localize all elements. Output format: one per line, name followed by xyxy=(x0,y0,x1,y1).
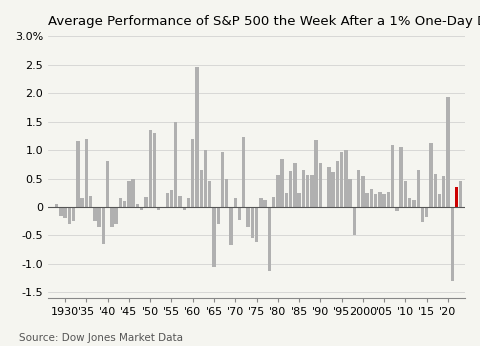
Bar xyxy=(310,174,313,207)
Bar xyxy=(225,179,228,207)
Bar xyxy=(127,181,131,207)
Bar xyxy=(446,97,450,207)
Bar xyxy=(182,207,186,210)
Bar xyxy=(191,139,194,207)
Bar xyxy=(293,163,297,207)
Bar xyxy=(306,175,309,207)
Bar xyxy=(68,207,71,224)
Bar xyxy=(298,193,301,207)
Bar xyxy=(216,207,220,224)
Bar xyxy=(404,181,407,207)
Bar xyxy=(289,171,292,207)
Bar xyxy=(442,176,445,207)
Text: Source: Dow Jones Market Data: Source: Dow Jones Market Data xyxy=(19,333,183,343)
Bar xyxy=(136,204,139,207)
Bar xyxy=(166,193,169,207)
Bar xyxy=(234,199,237,207)
Bar xyxy=(451,207,454,281)
Bar xyxy=(361,176,365,207)
Bar xyxy=(383,194,386,207)
Bar xyxy=(242,137,245,207)
Bar xyxy=(84,139,88,207)
Bar xyxy=(438,194,441,207)
Bar xyxy=(59,207,62,216)
Bar xyxy=(357,170,360,207)
Bar xyxy=(374,194,377,207)
Bar xyxy=(170,190,173,207)
Bar xyxy=(157,207,160,210)
Bar xyxy=(378,192,382,207)
Bar xyxy=(323,207,326,208)
Bar xyxy=(114,207,118,224)
Bar xyxy=(212,207,216,267)
Bar xyxy=(178,195,182,207)
Bar xyxy=(459,181,462,207)
Bar xyxy=(106,162,109,207)
Bar xyxy=(353,207,356,236)
Bar xyxy=(119,199,122,207)
Bar xyxy=(365,193,369,207)
Bar xyxy=(110,207,114,227)
Bar xyxy=(314,140,318,207)
Bar xyxy=(238,207,241,219)
Bar xyxy=(76,142,80,207)
Bar xyxy=(174,121,178,207)
Bar xyxy=(208,181,212,207)
Bar xyxy=(132,179,135,207)
Bar xyxy=(251,207,254,238)
Bar xyxy=(421,207,424,222)
Bar xyxy=(391,145,395,207)
Bar xyxy=(255,207,258,242)
Bar xyxy=(370,189,373,207)
Bar xyxy=(395,207,398,211)
Bar xyxy=(246,207,250,227)
Bar xyxy=(348,179,352,207)
Bar xyxy=(200,170,203,207)
Bar xyxy=(285,193,288,207)
Bar xyxy=(229,207,233,245)
Bar xyxy=(161,207,165,208)
Bar xyxy=(268,207,271,271)
Bar xyxy=(429,143,432,207)
Bar xyxy=(81,199,84,207)
Bar xyxy=(93,207,96,221)
Bar xyxy=(327,167,331,207)
Bar xyxy=(336,162,339,207)
Bar xyxy=(144,197,148,207)
Bar xyxy=(221,152,224,207)
Bar xyxy=(272,197,275,207)
Bar xyxy=(63,207,67,218)
Bar xyxy=(123,201,126,207)
Bar xyxy=(195,67,199,207)
Bar xyxy=(187,199,190,207)
Bar xyxy=(455,187,458,207)
Bar xyxy=(259,199,263,207)
Bar xyxy=(55,204,59,207)
Bar xyxy=(408,199,411,207)
Bar xyxy=(301,170,305,207)
Bar xyxy=(276,174,279,207)
Bar xyxy=(319,163,322,207)
Bar xyxy=(148,130,152,207)
Bar xyxy=(425,207,429,217)
Bar xyxy=(387,192,390,207)
Bar xyxy=(140,207,144,210)
Bar xyxy=(340,152,343,207)
Text: Average Performance of S&P 500 the Week After a 1% One-Day Decline: Average Performance of S&P 500 the Week … xyxy=(48,15,480,28)
Bar xyxy=(280,158,284,207)
Bar xyxy=(417,170,420,207)
Bar xyxy=(433,174,437,207)
Bar xyxy=(72,207,75,221)
Bar xyxy=(344,150,348,207)
Bar xyxy=(89,195,92,207)
Bar xyxy=(412,200,416,207)
Bar xyxy=(97,207,101,227)
Bar xyxy=(102,207,105,244)
Bar xyxy=(153,133,156,207)
Bar xyxy=(399,147,403,207)
Bar xyxy=(331,172,335,207)
Bar xyxy=(204,150,207,207)
Bar xyxy=(264,200,267,207)
